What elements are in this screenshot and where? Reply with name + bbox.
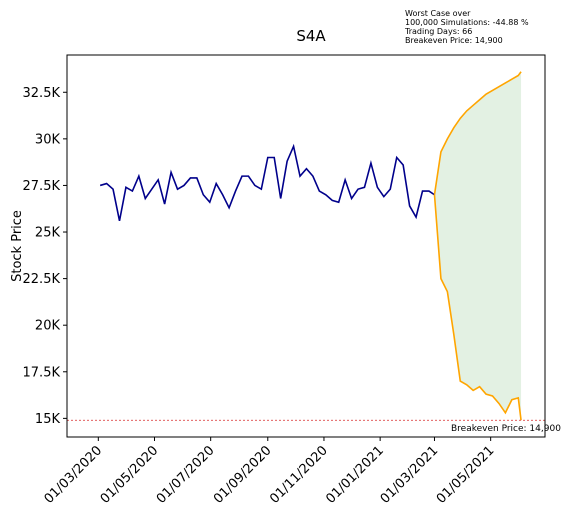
y-tick-label: 30K [35,132,61,147]
x-tick-label: 01/05/2020 [98,443,162,507]
price-line [99,143,435,222]
y-tick-label: 20K [35,319,61,334]
x-tick-label: 01/03/2021 [378,443,442,507]
price-line [433,71,522,195]
plot-frame [66,54,546,438]
annotation-line: Trading Days: 66 [404,27,472,36]
annotation-line: 100,000 Simulations: -44.88 % [405,18,529,27]
y-axis-label: Stock Price [10,210,25,282]
x-tick-label: 01/03/2020 [42,443,106,507]
x-tick-label: 01/07/2020 [154,443,218,507]
annotation-line: Worst Case over [405,9,471,18]
breakeven-label: Breakeven Price: 14,900 [451,424,561,434]
x-tick-label: 01/11/2020 [267,443,331,507]
y-tick-label: 15K [35,412,61,427]
y-tick-label: 22.5K [23,272,61,287]
chart-title: S4A [296,27,326,45]
y-tick-label: 32.5K [23,86,61,101]
y-tick-label: 17.5K [23,365,61,380]
x-tick-label: 01/09/2020 [211,443,275,507]
y-tick-label: 27.5K [23,179,61,194]
projection-band [434,71,522,421]
x-tick-label: 01/05/2021 [434,443,498,507]
annotation-line: Breakeven Price: 14,900 [405,36,503,45]
price-line [433,194,522,421]
y-tick-label: 25K [35,226,61,241]
